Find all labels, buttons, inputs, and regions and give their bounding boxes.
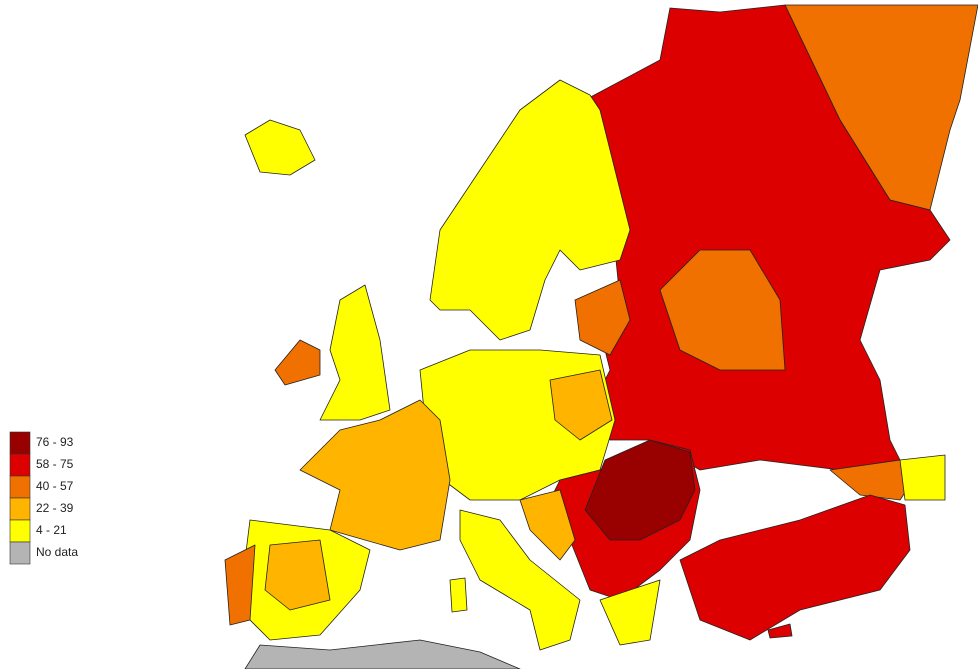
legend-swatch bbox=[9, 519, 31, 543]
legend-label: No data bbox=[36, 545, 78, 559]
legend-swatch bbox=[9, 475, 31, 499]
legend-swatch bbox=[9, 431, 31, 455]
region bbox=[244, 119, 316, 176]
region bbox=[549, 369, 613, 441]
legend-swatch bbox=[9, 497, 31, 521]
legend-label: 58 - 75 bbox=[36, 457, 74, 471]
region bbox=[574, 279, 631, 356]
region bbox=[299, 399, 451, 551]
region bbox=[767, 623, 793, 639]
region bbox=[519, 489, 576, 561]
legend-label: 22 - 39 bbox=[36, 501, 74, 515]
region bbox=[679, 494, 911, 641]
region bbox=[224, 544, 256, 626]
legend-swatch bbox=[9, 541, 31, 565]
legend-label: 4 - 21 bbox=[36, 523, 67, 537]
region bbox=[899, 454, 946, 501]
region bbox=[449, 577, 468, 613]
region bbox=[264, 539, 331, 611]
region bbox=[459, 509, 581, 651]
region bbox=[659, 249, 786, 371]
region bbox=[319, 284, 391, 421]
legend-label: 76 - 93 bbox=[36, 435, 74, 449]
legend-swatch bbox=[9, 453, 31, 477]
region bbox=[244, 639, 521, 669]
region bbox=[584, 439, 696, 541]
region bbox=[274, 339, 321, 386]
legend-label: 40 - 57 bbox=[36, 479, 74, 493]
region bbox=[599, 579, 661, 646]
region bbox=[429, 79, 631, 341]
